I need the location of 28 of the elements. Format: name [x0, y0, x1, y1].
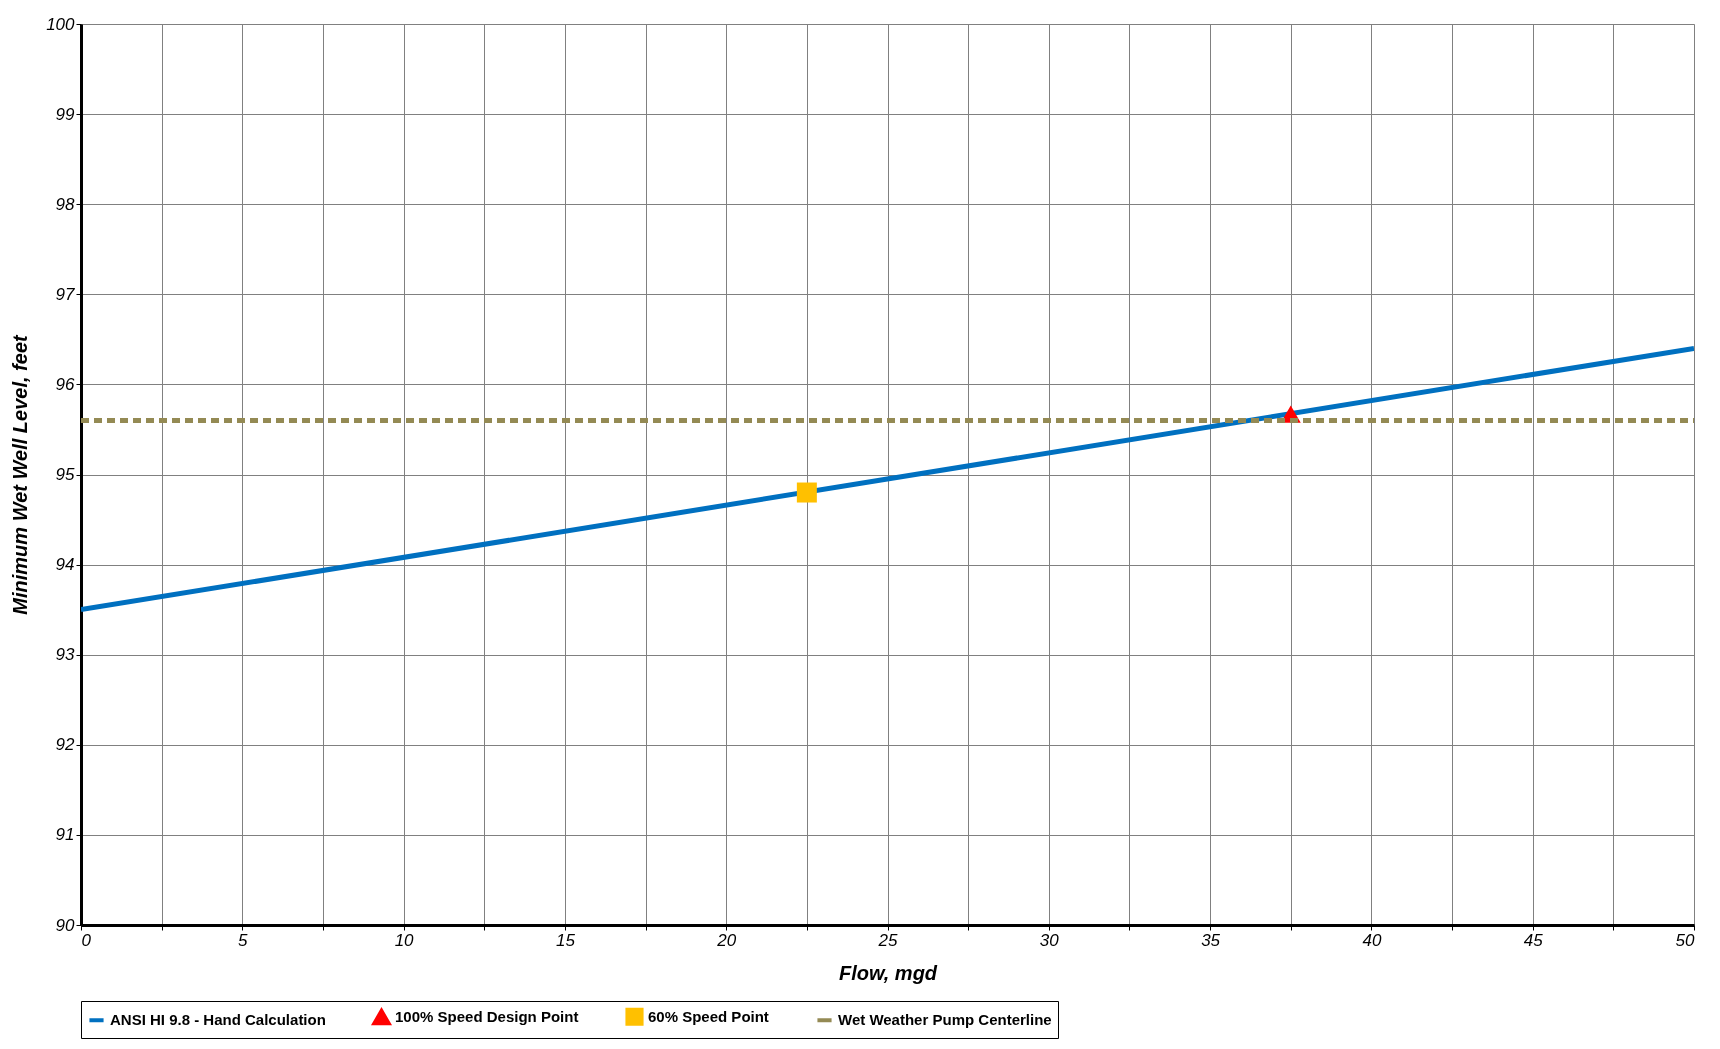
x-tick-label: 0	[81, 930, 92, 950]
y-tick-label: 100	[46, 14, 76, 34]
legend-label: 60% Speed Point	[648, 1007, 769, 1025]
y-axis-title: Minimum Wet Well Level, feet	[9, 334, 32, 615]
y-tick-label: 97	[55, 284, 76, 304]
y-tick-label: 96	[55, 374, 76, 394]
x-axis-title: Flow, mgd	[838, 961, 938, 984]
x-tick-label: 35	[1201, 930, 1221, 950]
y-tick-label: 93	[55, 645, 76, 665]
x-tick-label: 50	[1675, 930, 1696, 950]
y-tick-label: 95	[55, 465, 76, 484]
y-tick-label: 92	[55, 735, 76, 755]
x-tick-label: 20	[716, 930, 737, 950]
x-tick-label: 10	[394, 930, 415, 950]
y-tick-label: 99	[55, 104, 76, 124]
x-tick-label: 5	[238, 930, 249, 950]
y-tick-label: 98	[55, 194, 76, 214]
x-tick-label: 15	[555, 930, 576, 950]
legend-label: 100% Speed Design Point	[395, 1008, 579, 1026]
x-tick-label: 40	[1362, 930, 1382, 950]
legend-label: ANSI HI 9.8 - Hand Calculation	[110, 1011, 326, 1029]
y-tick-label: 90	[55, 915, 76, 935]
legend-label: Wet Weather Pump Centerline	[838, 1011, 1052, 1029]
x-tick-label: 45	[1523, 930, 1544, 950]
y-tick-label: 91	[55, 825, 75, 845]
x-tick-label: 25	[877, 930, 898, 950]
x-tick-label: 30	[1039, 930, 1060, 950]
y-tick-label: 94	[55, 555, 75, 575]
